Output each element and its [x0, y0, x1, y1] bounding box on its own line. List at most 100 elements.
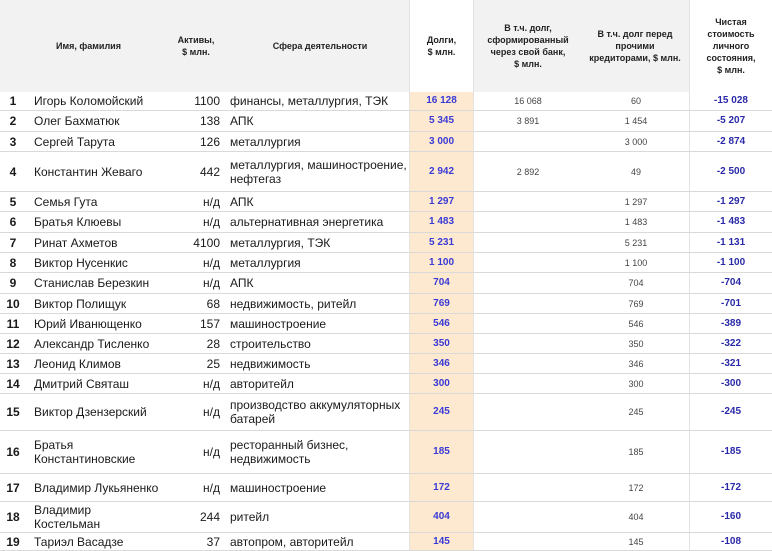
cell-bank-debt: 2 892 — [516, 166, 540, 177]
cell-bank-debt — [476, 132, 580, 151]
table-row: 10 Виктор Полищук 68 недвижимость, ритейл 76… — [0, 294, 772, 314]
header-other-debt: В т.ч. долг перед прочими кредиторами, $… — [589, 29, 681, 63]
cell-debt: 404 — [433, 511, 450, 522]
table-row: 17 Владимир Лукьяненко н/д машиностроение 17… — [0, 474, 772, 502]
cell-sector: металлургия — [230, 134, 301, 149]
cell-other-debt: 1 454 — [624, 116, 648, 126]
cell-sector: альтернативная энергетика — [230, 215, 384, 229]
cell-bank-debt — [476, 474, 580, 501]
cell-assets: 442 — [199, 164, 220, 179]
cell-debt: 145 — [433, 535, 450, 547]
cell-assets: н/д — [203, 215, 220, 229]
cell-debt: 16 128 — [426, 95, 457, 106]
cell-net: -322 — [720, 337, 741, 349]
cell-num: 19 — [6, 534, 20, 549]
debt-header-background — [410, 0, 473, 92]
cell-bank-debt — [476, 502, 580, 532]
cell-sector: недвижимость — [230, 356, 311, 371]
cell-net: -704 — [720, 277, 741, 288]
cell-net: -1 131 — [716, 236, 746, 248]
cell-bank-debt — [476, 273, 580, 293]
cell-bank-debt — [476, 354, 580, 373]
cell-assets: 37 — [206, 534, 220, 549]
table-row: 16 Братья Константиновские н/д ресторанный … — [0, 431, 772, 474]
cell-assets: н/д — [203, 194, 220, 209]
cell-bank-debt — [476, 212, 580, 232]
cell-name: Братья Константиновские — [34, 438, 136, 466]
cell-sector: ритейл — [230, 510, 270, 524]
header-bank-debt: В т.ч. долг, сформированный через свой б… — [487, 23, 569, 69]
cell-name: Александр Тисленко — [34, 336, 150, 351]
cell-debt: 185 — [433, 446, 450, 457]
cell-other-debt: 404 — [628, 512, 644, 522]
cell-assets: 138 — [199, 114, 220, 128]
cell-num: 5 — [9, 194, 17, 209]
cell-name: Братья Клюевы — [34, 215, 122, 229]
cell-debt: 5 231 — [428, 236, 455, 248]
cell-assets: н/д — [203, 445, 220, 459]
cell-bank-debt — [476, 294, 580, 313]
cell-name: Дмитрий Святаш — [34, 376, 130, 391]
table-header — [0, 0, 772, 92]
cell-num: 16 — [6, 445, 20, 459]
cell-other-debt: 769 — [628, 298, 644, 309]
cell-assets: 68 — [206, 296, 220, 311]
cell-bank-debt: 16 068 — [514, 96, 542, 106]
cell-num: 12 — [6, 336, 20, 351]
cell-name: Виктор Дзензерский — [34, 405, 147, 419]
table-row: 7 Ринат Ахметов 4100 металлургия, ТЭК 5 231 5… — [0, 233, 772, 253]
cell-num: 6 — [9, 215, 17, 229]
table-row: 12 Александр Тисленко 28 строительство 350 35… — [0, 334, 772, 354]
cell-sector: АПК — [230, 194, 254, 209]
cell-other-debt: 145 — [628, 536, 644, 547]
cell-debt: 704 — [433, 277, 450, 288]
cell-sector: производство аккумуляторных батарей — [230, 398, 401, 426]
cell-num: 8 — [9, 255, 17, 270]
cell-num: 1 — [9, 94, 17, 108]
cell-other-debt: 704 — [628, 278, 644, 288]
cell-other-debt: 49 — [630, 166, 641, 177]
cell-sector: ресторанный бизнес, недвижимость — [230, 438, 349, 466]
cell-num: 3 — [9, 134, 17, 149]
table-row: 19 Тариэл Васадзе 37 автопром, авторитейл 14… — [0, 533, 772, 551]
cell-bank-debt — [476, 431, 580, 473]
cell-other-debt: 60 — [630, 96, 641, 106]
table-row: 6 Братья Клюевы н/д альтернативная энергети… — [0, 212, 772, 233]
cell-debt: 245 — [433, 406, 450, 417]
column-divider — [689, 0, 690, 551]
table-row: 3 Сергей Тарута 126 металлургия 3 000 3 000 -2… — [0, 132, 772, 152]
cell-debt: 3 000 — [428, 135, 455, 147]
cell-bank-debt — [476, 374, 580, 393]
cell-sector: финансы, металлургия, ТЭК — [230, 94, 389, 108]
cell-debt: 769 — [433, 297, 450, 309]
cell-other-debt: 346 — [628, 358, 644, 369]
table-row: 2 Олег Бахматюк 138 АПК 5 345 3 891 1 454 -5 20… — [0, 111, 772, 132]
cell-debt: 172 — [433, 481, 450, 493]
table-row: 8 Виктор Нусенкис н/д металлургия 1 100 1 100… — [0, 253, 772, 273]
cell-net: -185 — [720, 446, 741, 457]
cell-num: 18 — [6, 510, 20, 524]
cell-name: Константин Жеваго — [34, 164, 143, 179]
cell-name: Станислав Березкин — [34, 276, 150, 290]
header-name: Имя, фамилия — [56, 41, 121, 51]
cell-num: 10 — [6, 296, 20, 311]
cell-assets: 4100 — [193, 235, 220, 250]
cell-assets: 157 — [199, 316, 220, 331]
cell-assets: н/д — [203, 405, 220, 419]
table-row: 4 Константин Жеваго 442 металлургия, машино… — [0, 152, 772, 192]
cell-sector: АПК — [230, 276, 254, 290]
cell-other-debt: 1 483 — [624, 217, 648, 227]
cell-assets: н/д — [203, 376, 220, 391]
cell-bank-debt — [476, 233, 580, 252]
cell-debt: 1 483 — [428, 216, 455, 227]
cell-other-debt: 172 — [628, 482, 644, 493]
cell-assets: 1100 — [194, 94, 220, 108]
table-row: 1 Игорь Коломойский 1100 финансы, металлург… — [0, 92, 772, 111]
cell-other-debt: 5 231 — [624, 237, 648, 248]
header-net-worth: Чистая стоимость личного состояния, $ мл… — [706, 17, 756, 75]
cell-debt: 346 — [433, 357, 450, 369]
cell-net: -1 297 — [716, 195, 746, 207]
cell-sector: автопром, авторитейл — [230, 534, 354, 549]
cell-other-debt: 245 — [628, 407, 644, 417]
cell-name: Юрий Иванющенко — [34, 316, 142, 331]
